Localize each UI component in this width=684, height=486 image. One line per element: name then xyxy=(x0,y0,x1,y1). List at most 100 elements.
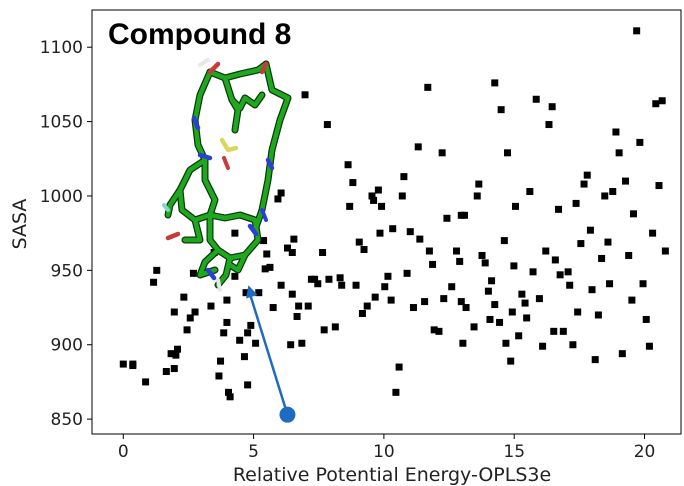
data-point xyxy=(601,192,609,200)
data-point xyxy=(481,259,489,267)
data-point xyxy=(526,188,534,196)
data-point xyxy=(358,309,366,317)
data-point xyxy=(515,332,523,340)
data-point xyxy=(510,262,518,270)
data-point xyxy=(403,269,411,277)
data-point xyxy=(170,308,178,316)
data-point xyxy=(260,237,268,245)
data-point xyxy=(346,202,354,210)
data-point xyxy=(376,229,384,237)
y-tick-label: 1100 xyxy=(40,38,83,58)
data-point xyxy=(207,302,215,310)
data-point xyxy=(636,138,644,146)
data-point xyxy=(598,254,606,262)
data-point xyxy=(392,388,400,396)
data-point xyxy=(430,326,438,334)
data-point xyxy=(320,326,328,334)
arrow-shaft xyxy=(249,294,289,416)
molecule-bond xyxy=(207,61,269,81)
data-point xyxy=(400,173,408,181)
data-point xyxy=(523,314,531,322)
data-point xyxy=(173,345,181,353)
data-point xyxy=(183,326,191,334)
data-point xyxy=(535,295,543,303)
data-point xyxy=(456,257,464,265)
data-point xyxy=(298,339,306,347)
data-point xyxy=(352,281,360,289)
data-point xyxy=(609,188,617,196)
data-point xyxy=(440,295,448,303)
data-point xyxy=(486,315,494,323)
y-tick-label: 900 xyxy=(51,336,83,356)
data-point xyxy=(389,225,397,233)
data-point xyxy=(290,235,298,243)
data-point xyxy=(223,296,231,304)
data-point xyxy=(564,268,572,276)
data-point xyxy=(255,289,263,297)
data-point xyxy=(277,189,285,197)
data-point xyxy=(416,235,424,243)
y-tick-label: 950 xyxy=(51,261,83,281)
data-point xyxy=(502,339,510,347)
data-point xyxy=(618,350,626,358)
x-tick-label: 20 xyxy=(634,442,656,462)
data-point xyxy=(551,256,559,264)
data-point xyxy=(406,228,414,236)
data-point xyxy=(231,272,239,280)
data-point xyxy=(529,268,537,276)
data-point xyxy=(511,202,519,210)
data-point xyxy=(421,298,429,306)
data-point xyxy=(484,287,492,295)
data-point xyxy=(240,353,248,361)
data-point xyxy=(606,280,614,288)
data-point xyxy=(588,286,596,294)
molecule-bond xyxy=(197,152,213,161)
molecule-bond xyxy=(207,212,261,261)
data-point xyxy=(625,251,633,259)
data-point xyxy=(500,237,508,245)
data-point xyxy=(220,329,228,337)
x-axis-title: Relative Potential Energy-OPLS3e xyxy=(233,464,551,486)
data-point xyxy=(478,251,486,259)
data-point xyxy=(186,314,194,322)
molecule-bond xyxy=(252,61,291,233)
data-point xyxy=(261,265,269,273)
x-tick-label: 0 xyxy=(118,442,129,462)
data-point xyxy=(325,275,333,283)
data-point xyxy=(425,247,433,255)
molecule-bond xyxy=(205,267,217,281)
data-point xyxy=(615,149,623,157)
molecule-bond xyxy=(265,157,275,171)
y-axis-ticks: 850 900 950 1000 1050 1100 xyxy=(40,38,92,430)
data-point xyxy=(591,356,599,364)
highlight-arrow xyxy=(246,285,296,423)
data-point xyxy=(242,289,250,297)
data-point xyxy=(119,360,127,368)
data-point xyxy=(142,378,150,386)
data-point xyxy=(414,143,422,151)
data-point xyxy=(323,121,331,129)
data-point xyxy=(639,280,647,288)
data-point xyxy=(223,318,231,326)
data-point xyxy=(338,281,346,289)
molecule-bond xyxy=(219,137,239,153)
data-point xyxy=(545,121,553,129)
data-point xyxy=(231,229,239,237)
data-point xyxy=(645,342,653,350)
data-point xyxy=(363,302,371,310)
data-point xyxy=(336,274,344,282)
data-point xyxy=(628,296,636,304)
data-point xyxy=(475,180,483,188)
x-axis-ticks: 0 5 10 15 20 xyxy=(118,434,655,462)
molecule-bond xyxy=(259,61,269,75)
data-point xyxy=(629,210,637,218)
y-tick-label: 1050 xyxy=(40,113,83,133)
data-point xyxy=(555,205,563,213)
data-point xyxy=(349,179,357,187)
molecule-bond xyxy=(216,278,222,292)
data-point xyxy=(661,247,669,255)
data-point xyxy=(129,360,137,368)
data-point xyxy=(642,315,650,323)
data-point xyxy=(266,263,274,271)
data-point xyxy=(252,339,260,347)
